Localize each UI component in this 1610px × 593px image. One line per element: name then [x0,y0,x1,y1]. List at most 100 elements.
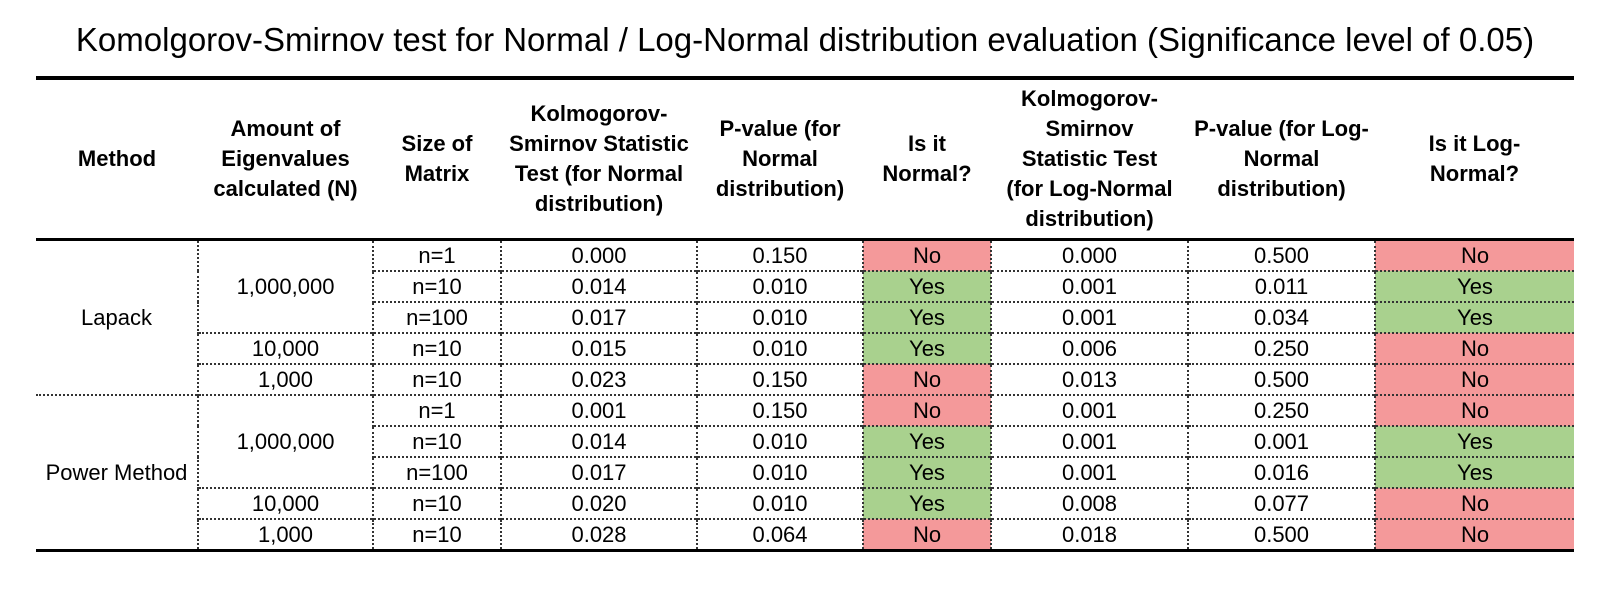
p-lognormal-cell: 0.016 [1187,456,1375,488]
ks-lognormal-cell: 0.001 [990,301,1188,333]
is-lognormal-cell: No [1374,332,1574,364]
matrix-size-cell: n=10 [372,425,501,457]
is-normal-cell: No [862,363,991,395]
is-lognormal-cell: Yes [1374,456,1574,488]
ks-lognormal-cell: 0.000 [990,239,1188,271]
eigenvalue-count-cell: 1,000,000 [197,239,373,333]
ks-normal-cell: 0.020 [500,487,697,519]
p-normal-cell: 0.010 [696,270,863,302]
is-lognormal-cell: No [1374,518,1574,551]
p-normal-cell: 0.010 [696,332,863,364]
ks-lognormal-cell: 0.008 [990,487,1188,519]
p-lognormal-cell: 0.011 [1187,270,1375,302]
p-lognormal-cell: 0.500 [1187,239,1375,271]
matrix-size-cell: n=1 [372,239,501,271]
page-title: Komolgorov-Smirnov test for Normal / Log… [75,21,1535,58]
is-normal-cell: No [862,518,991,551]
is-normal-cell: No [862,239,991,271]
ks-normal-cell: 0.001 [500,394,697,426]
eigenvalue-count-cell: 1,000 [197,518,373,551]
is-lognormal-cell: No [1374,487,1574,519]
ks-normal-cell: 0.014 [500,425,697,457]
p-normal-cell: 0.150 [696,394,863,426]
eigenvalue-count-cell: 1,000 [197,363,373,395]
header-is-lognormal: Is it Log-Normal? [1375,78,1574,241]
header-row: Method Amount of Eigenvalues calculated … [36,78,1574,241]
matrix-size-cell: n=10 [372,270,501,302]
ks-lognormal-cell: 0.001 [990,270,1188,302]
p-lognormal-cell: 0.500 [1187,363,1375,395]
is-lognormal-cell: Yes [1374,270,1574,302]
ks-normal-cell: 0.023 [500,363,697,395]
header-ks-normal: Kolmogorov-Smirnov Statistic Test (for N… [501,78,697,241]
table-row: n=100 0.017 0.010 Yes 0.001 0.034 Yes [36,301,1574,333]
table-row: n=10 0.014 0.010 Yes 0.001 0.001 Yes [36,425,1574,457]
p-normal-cell: 0.064 [696,518,863,551]
table-row: 1,000 n=10 0.028 0.064 No 0.018 0.500 No [36,518,1574,551]
header-amount: Amount of Eigenvalues calculated (N) [198,78,373,241]
matrix-size-cell: n=1 [372,394,501,426]
p-normal-cell: 0.010 [696,487,863,519]
is-normal-cell: Yes [862,270,991,302]
ks-lognormal-cell: 0.001 [990,425,1188,457]
p-normal-cell: 0.010 [696,301,863,333]
is-lognormal-cell: Yes [1374,425,1574,457]
eigenvalue-count-cell: 10,000 [197,487,373,519]
ks-lognormal-cell: 0.001 [990,394,1188,426]
is-normal-cell: Yes [862,332,991,364]
table-body: Lapack 1,000,000 n=1 0.000 0.150 No 0.000 0.500… [36,239,1574,551]
p-lognormal-cell: 0.500 [1187,518,1375,551]
ks-results-table: Method Amount of Eigenvalues calculated … [36,76,1574,552]
ks-normal-cell: 0.017 [500,456,697,488]
table-row: 1,000 n=10 0.023 0.150 No 0.013 0.500 No [36,363,1574,395]
ks-normal-cell: 0.000 [500,239,697,271]
is-lognormal-cell: No [1374,394,1574,426]
table-row: 10,000 n=10 0.015 0.010 Yes 0.006 0.250 No [36,332,1574,364]
table-row: Lapack 1,000,000 n=1 0.000 0.150 No 0.000 0.500… [36,239,1574,333]
ks-normal-cell: 0.015 [500,332,697,364]
eigenvalue-count-cell: 1,000,000 [197,394,373,488]
header-p-lognormal: P-value (for Log-Normal distribution) [1188,78,1375,241]
header-ks-lognormal: Kolmogorov-Smirnov Statistic Test (for L… [991,78,1188,241]
eigenvalue-count-cell: 10,000 [197,332,373,364]
table-row: n=10 0.014 0.010 Yes 0.001 0.011 Yes [36,270,1574,302]
method-cell: Lapack [81,304,152,330]
p-lognormal-cell: 0.077 [1187,487,1375,519]
ks-lognormal-cell: 0.013 [990,363,1188,395]
header-method: Method [36,78,198,241]
matrix-size-cell: n=100 [372,301,501,333]
p-lognormal-cell: 0.034 [1187,301,1375,333]
is-normal-cell: Yes [862,301,991,333]
matrix-size-cell: n=10 [372,487,501,519]
header-is-normal: Is it Normal? [863,78,991,241]
table-row: n=100 0.017 0.010 Yes 0.001 0.016 Yes [36,456,1574,488]
is-lognormal-cell: Yes [1374,301,1574,333]
p-normal-cell: 0.150 [696,239,863,271]
ks-normal-cell: 0.014 [500,270,697,302]
p-lognormal-cell: 0.250 [1187,332,1375,364]
is-normal-cell: Yes [862,487,991,519]
is-normal-cell: Yes [862,425,991,457]
ks-lognormal-cell: 0.001 [990,456,1188,488]
header-size: Size of Matrix [373,78,501,241]
matrix-size-cell: n=10 [372,332,501,364]
p-normal-cell: 0.010 [696,425,863,457]
table-row: 10,000 n=10 0.020 0.010 Yes 0.008 0.077 No [36,487,1574,519]
p-normal-cell: 0.150 [696,363,863,395]
p-lognormal-cell: 0.250 [1187,394,1375,426]
ks-lognormal-cell: 0.018 [990,518,1188,551]
p-normal-cell: 0.010 [696,456,863,488]
ks-normal-cell: 0.017 [500,301,697,333]
is-normal-cell: No [862,394,991,426]
matrix-size-cell: n=10 [372,363,501,395]
ks-normal-cell: 0.028 [500,518,697,551]
is-lognormal-cell: No [1374,363,1574,395]
matrix-size-cell: n=10 [372,518,501,551]
is-lognormal-cell: No [1374,239,1574,271]
header-p-normal: P-value (for Normal distribution) [697,78,863,241]
is-normal-cell: Yes [862,456,991,488]
matrix-size-cell: n=100 [372,456,501,488]
table-row: Power Method 1,000,000 n=1 0.001 0.150 No 0.00… [36,394,1574,551]
ks-lognormal-cell: 0.006 [990,332,1188,364]
method-cell: Power Method [36,394,198,551]
